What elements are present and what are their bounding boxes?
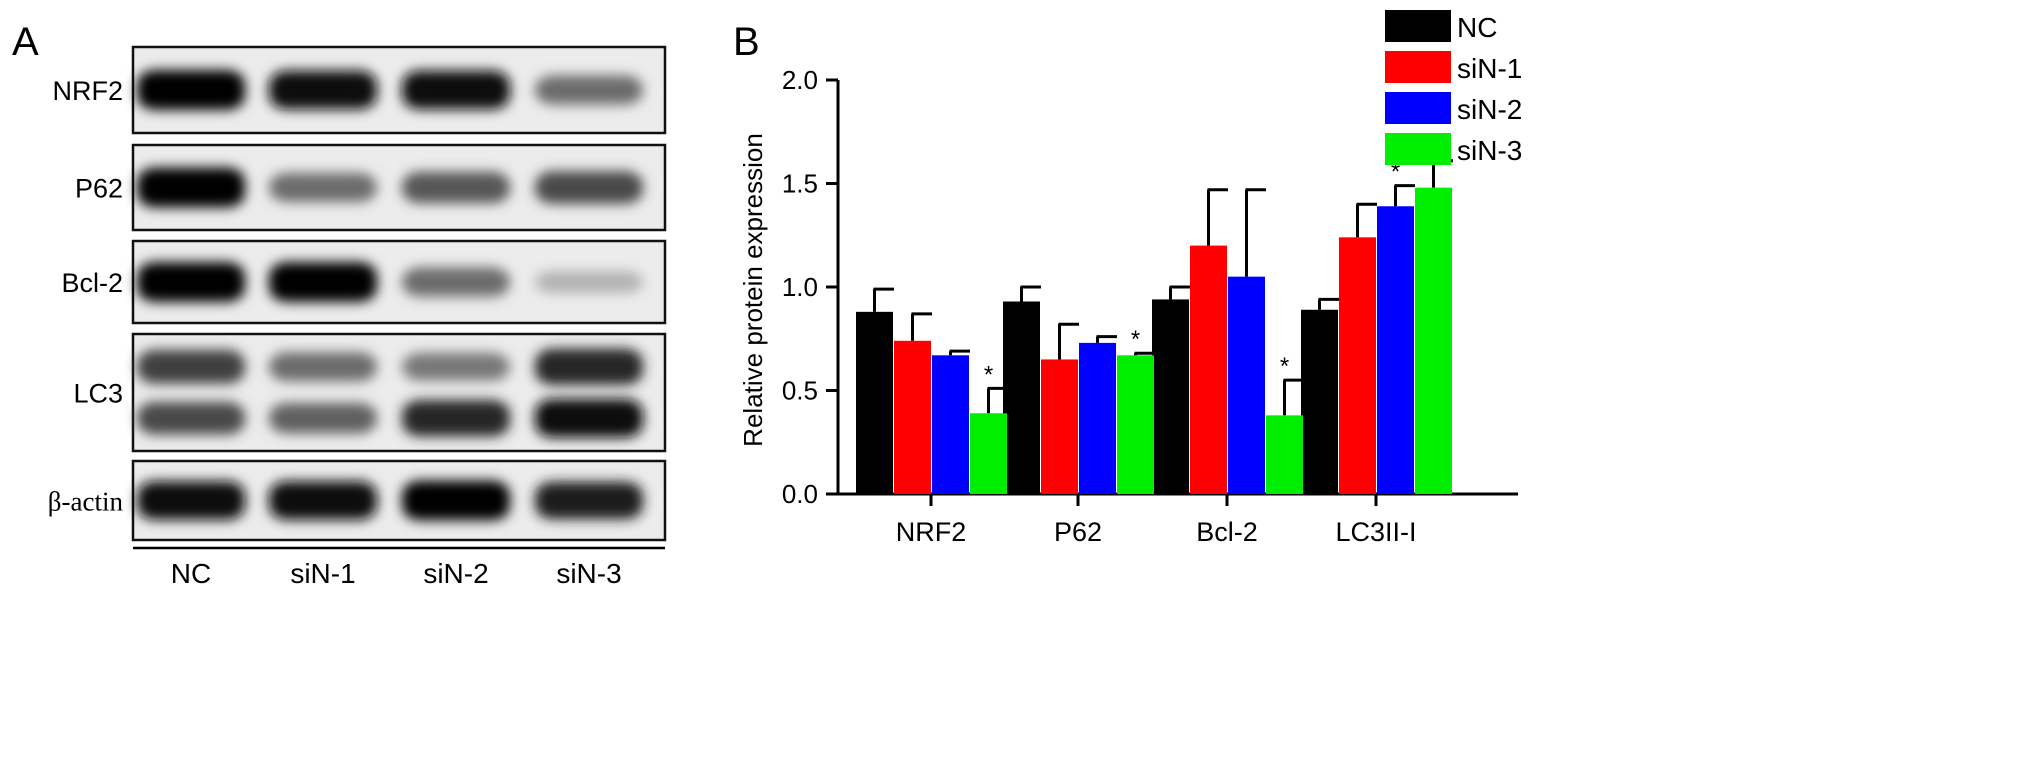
bar [1339,237,1376,494]
blot-band [402,70,510,110]
bar [970,413,1007,494]
y-tick-label: 1.5 [782,169,818,199]
blot-lc3: LC3 [73,332,667,453]
blot-band [269,70,377,110]
bar [1377,206,1414,494]
blot-p62: P62 [75,143,667,232]
lane-label: siN-1 [290,558,355,589]
bar-chart: Relative protein expression 0.0 0.5 1.0 1.5… [738,65,1518,547]
legend-item: NC [1385,10,1497,43]
bar [1117,355,1154,494]
blot-band [402,267,510,297]
legend-swatch [1385,10,1451,42]
blot-band [402,171,510,204]
blot-band [269,352,377,382]
blot-label: LC3 [73,379,123,409]
legend-swatch [1385,92,1451,124]
bar [1079,342,1116,494]
bar [932,355,969,494]
western-blot-panel: NRF2 P62 Bcl-2 LC3 β-actin NC siN-1 siN-2 siN-3 [48,45,667,589]
lane-label: NC [171,558,211,589]
legend-label: siN-3 [1457,135,1522,166]
x-tick-label: NRF2 [896,517,967,547]
legend-swatch [1385,133,1451,165]
bar [1190,245,1227,494]
blot-band [137,401,245,435]
y-tick-label: 0.5 [782,376,818,406]
lane-label: siN-2 [423,558,488,589]
blot-label: β-actin [48,487,124,517]
blot-band [137,262,245,302]
x-tick-label: Bcl-2 [1196,517,1258,547]
blot-band [269,262,377,302]
blot-band [535,398,643,438]
blot-band [535,75,643,105]
panel-b-label: B [733,20,760,64]
blot-band [137,70,245,110]
bar [894,340,931,494]
y-tick-label: 2.0 [782,65,818,95]
bar [1041,359,1078,494]
y-tick-label: 0.0 [782,479,818,509]
x-tick-label: P62 [1054,517,1102,547]
legend-item: siN-2 [1385,92,1522,125]
bar [1228,276,1265,494]
bar [1003,301,1040,494]
blot-band [535,348,643,385]
blot-nrf2: NRF2 [52,45,667,135]
legend-swatch [1385,51,1451,83]
legend-label: siN-2 [1457,94,1522,125]
lane-label: siN-3 [556,558,621,589]
x-tick-label: LC3II-I [1335,517,1416,547]
blot-band [535,171,643,204]
y-axis-label: Relative protein expression [738,133,768,447]
blot-bcl-2: Bcl-2 [61,239,667,325]
significance-marker: * [984,361,993,388]
legend-item: siN-3 [1385,133,1522,166]
bar [856,311,893,494]
blot-band [535,271,643,293]
blot-label: NRF2 [52,76,123,106]
bar [1415,187,1452,494]
legend-item: siN-1 [1385,51,1522,84]
significance-marker: * [1391,159,1400,186]
legend: NC siN-1 siN-2 siN-3 [1385,10,1522,166]
blot-band [535,481,643,520]
blot-band [402,480,510,521]
blot-band [137,481,245,520]
bar [1301,309,1338,494]
y-tick-label: 1.0 [782,272,818,302]
blot-band [269,172,377,203]
significance-marker: * [1280,353,1289,380]
significance-marker: * [1131,326,1140,353]
blot--actin: β-actin [48,459,667,542]
blot-band [402,352,510,381]
legend-label: NC [1457,12,1497,43]
blot-band [402,400,510,437]
blot-band [137,167,245,208]
blot-label: P62 [75,174,123,204]
blot-label: Bcl-2 [61,268,123,298]
legend-label: siN-1 [1457,53,1522,84]
blot-band [269,403,377,434]
panel-a-label: A [12,20,39,64]
bar [1152,299,1189,494]
bar [1266,415,1303,494]
blot-band [269,481,377,520]
blot-band [137,349,245,384]
